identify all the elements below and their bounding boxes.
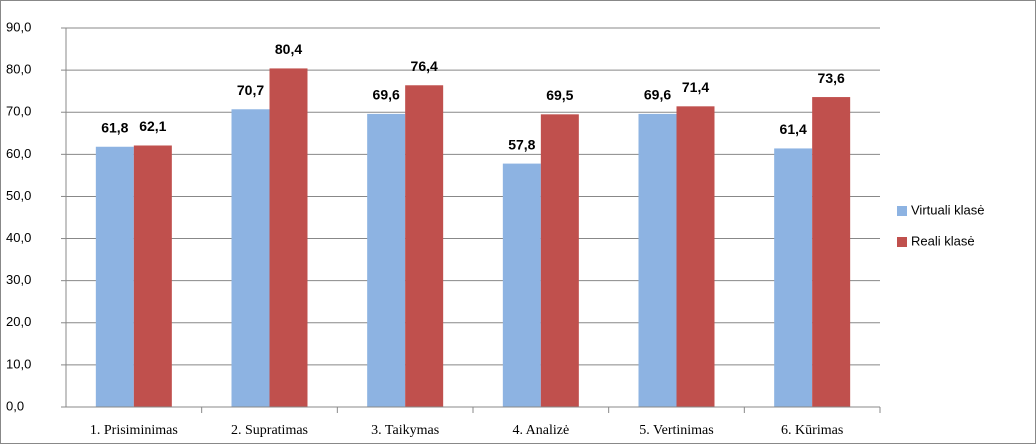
bar bbox=[95, 146, 134, 407]
data-label: 62,1 bbox=[139, 118, 166, 134]
bar bbox=[812, 97, 851, 407]
data-label: 80,4 bbox=[275, 41, 302, 57]
bar bbox=[405, 85, 444, 407]
x-tick-label: 3. Taikymas bbox=[371, 423, 439, 438]
data-label: 69,6 bbox=[644, 87, 671, 103]
data-label: 61,8 bbox=[101, 119, 128, 135]
y-tick-label: 50,0 bbox=[6, 188, 31, 203]
data-label: 57,8 bbox=[508, 136, 535, 152]
y-tick-label: 0,0 bbox=[6, 398, 24, 413]
x-tick-label: 6. Kūrimas bbox=[781, 423, 843, 438]
bar bbox=[269, 68, 308, 407]
bar bbox=[540, 114, 579, 408]
y-tick-label: 10,0 bbox=[6, 356, 31, 371]
bar bbox=[774, 148, 813, 407]
bar bbox=[502, 163, 541, 407]
y-tick-label: 70,0 bbox=[6, 104, 31, 119]
data-label: 70,7 bbox=[237, 82, 264, 98]
data-label: 73,6 bbox=[818, 70, 845, 86]
y-tick-label: 30,0 bbox=[6, 272, 31, 287]
y-tick-label: 90,0 bbox=[6, 19, 31, 34]
data-label: 76,4 bbox=[411, 58, 438, 74]
x-tick-label: 2. Supratimas bbox=[231, 423, 308, 438]
x-tick-label: 5. Vertinimas bbox=[639, 423, 713, 438]
legend-label: Virtuali klasė bbox=[911, 202, 984, 217]
bar bbox=[367, 113, 406, 407]
y-tick-label: 40,0 bbox=[6, 230, 31, 245]
y-tick-label: 60,0 bbox=[6, 146, 31, 161]
legend-label: Reali klasė bbox=[911, 233, 975, 248]
x-tick-label: 1. Prisiminimas bbox=[90, 423, 178, 438]
x-tick-label: 4. Analizė bbox=[512, 423, 569, 438]
y-tick-label: 80,0 bbox=[6, 62, 31, 77]
bar bbox=[638, 113, 677, 407]
y-tick-label: 20,0 bbox=[6, 314, 31, 329]
data-label: 69,5 bbox=[546, 87, 573, 103]
bar bbox=[676, 106, 715, 408]
data-label: 61,4 bbox=[780, 121, 807, 137]
legend-swatch bbox=[897, 206, 907, 216]
bar bbox=[133, 145, 172, 408]
legend-swatch bbox=[897, 237, 907, 247]
data-label: 71,4 bbox=[682, 79, 709, 95]
bar bbox=[231, 109, 270, 407]
data-label: 69,6 bbox=[373, 87, 400, 103]
